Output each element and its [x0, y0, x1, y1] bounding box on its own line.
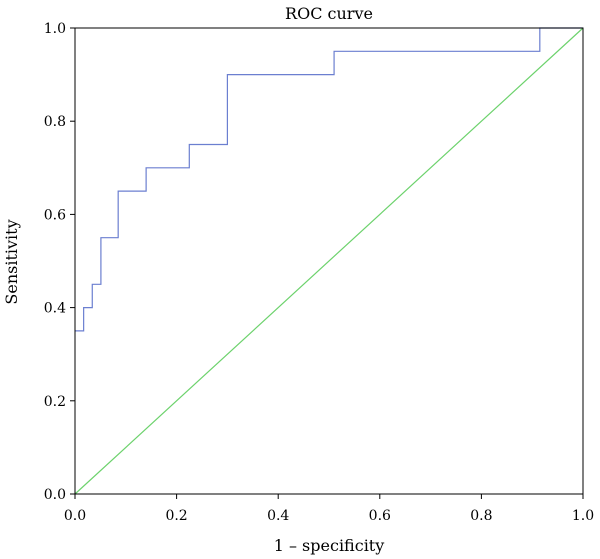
plot-frame	[74, 27, 584, 495]
y-tick-label: 0.8	[44, 114, 66, 130]
x-axis-title: 1 – specificity	[274, 536, 385, 555]
axes: 0.0 0.2 0.4 0.6 0.8 1.0 0.0 0.2 0.4 0.6 0.8 1.0	[44, 21, 594, 524]
reference-diagonal-line	[74, 27, 584, 495]
x-tick-label: 1.0	[572, 508, 594, 524]
y-tick-label: 1.0	[44, 21, 66, 37]
x-tick-label: 0.6	[369, 508, 391, 524]
y-tick-label: 0.4	[44, 301, 66, 317]
x-tick-label: 0.4	[267, 508, 289, 524]
x-tick-label: 0.2	[165, 508, 187, 524]
y-tick-label: 0.6	[44, 207, 66, 223]
roc-curve-line	[75, 27, 583, 332]
plot-area	[74, 27, 584, 495]
chart-title: ROC curve	[285, 4, 373, 23]
x-tick-label: 0.0	[64, 508, 86, 524]
y-tick-label: 0.2	[44, 394, 66, 410]
y-tick-label: 0.0	[44, 487, 66, 503]
y-axis-title: Sensitivity	[2, 219, 21, 304]
x-tick-label: 0.8	[470, 508, 492, 524]
